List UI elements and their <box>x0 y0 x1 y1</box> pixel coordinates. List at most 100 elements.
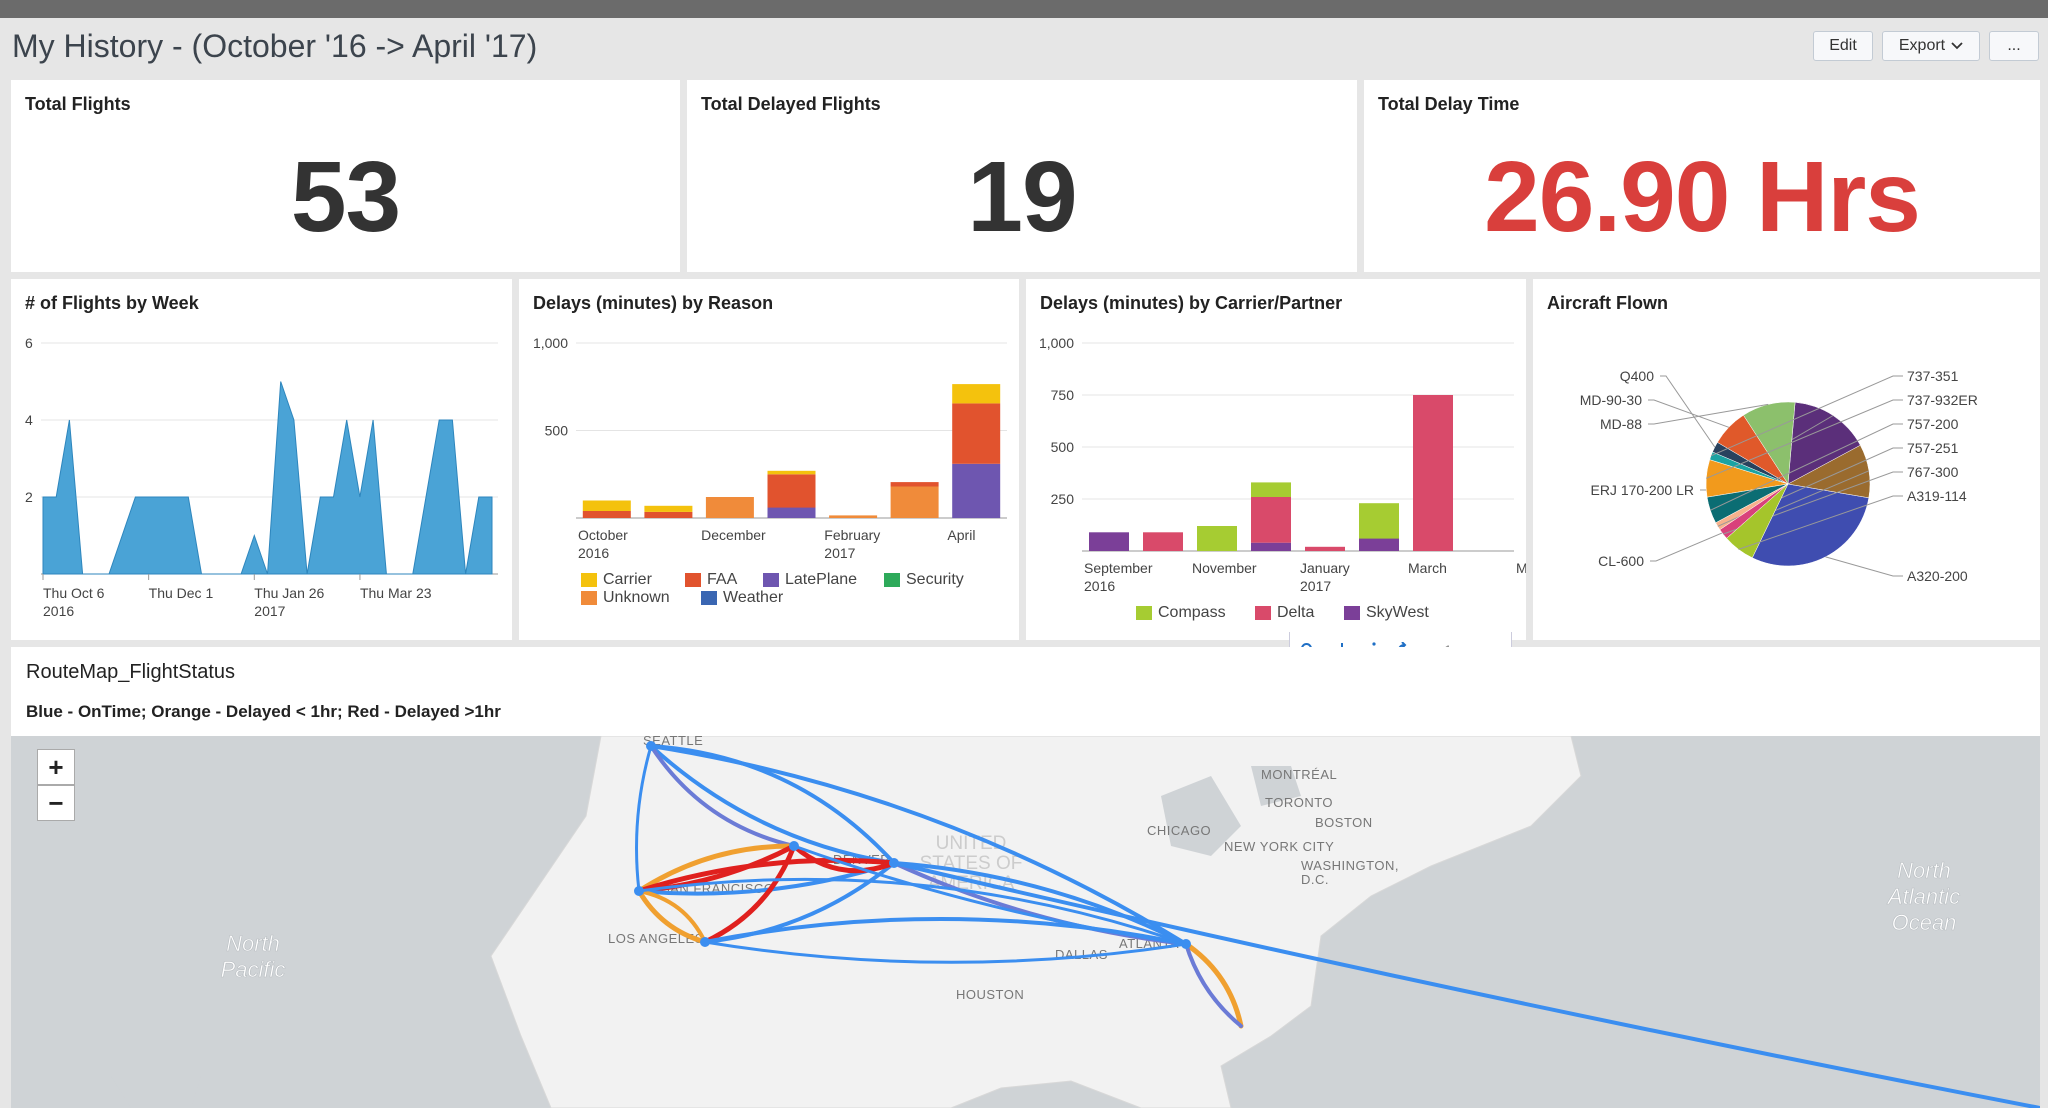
panel-aircraft-flown: Aircraft Flown A320-200 CL-600 ERJ 170-200… <box>1533 279 2040 640</box>
chevron-down-icon <box>1951 42 1963 50</box>
kpi-total-delayed-flights: Total Delayed Flights 19 <box>687 80 1357 272</box>
kpi-value: 26.90 Hrs <box>1484 141 1921 253</box>
legend-swatch <box>884 573 900 587</box>
x-tick-label: 2017 <box>824 545 855 561</box>
bar-segment <box>767 470 816 475</box>
dashboard-title: My History - (October '16 -> April '17) <box>12 28 538 64</box>
route-delayed-gt-1hr <box>702 843 797 945</box>
delays-by-carrier-chart: 1,000 750 500 250 September 2016 November Janua… <box>1039 335 1526 594</box>
legend-label: FAA <box>707 571 738 588</box>
legend-label: Compass <box>1158 604 1226 621</box>
pie-label: Q400 <box>1620 368 1654 384</box>
map-city-label: CHICAGO <box>1147 823 1211 838</box>
route-ontime <box>703 940 1188 964</box>
great-lakes <box>1161 776 1241 856</box>
panel-title: Delays (minutes) by Reason <box>533 293 774 313</box>
bar-segment <box>1413 395 1453 551</box>
bar-segment <box>829 515 878 518</box>
kpi-title: Total Flights <box>25 94 131 114</box>
legend-item[interactable]: LatePlane <box>763 571 857 589</box>
x-tick-label: October <box>578 527 628 543</box>
legend-item[interactable]: Delta <box>1255 604 1314 622</box>
map-ocean-label: Ocean <box>1892 910 1957 935</box>
map-city-label: TORONTO <box>1265 795 1333 810</box>
legend-label: Unknown <box>603 589 670 606</box>
edit-button[interactable]: Edit <box>1813 31 1873 61</box>
x-tick-label: April <box>947 527 975 543</box>
panel-title: Delays (minutes) by Carrier/Partner <box>1040 293 1343 313</box>
map-city-label: WASHINGTON, <box>1301 858 1399 873</box>
pie-label: 757-251 <box>1907 440 1959 456</box>
airport-marker <box>646 741 656 751</box>
pie-leader <box>1710 423 1903 511</box>
y-tick-label: 6 <box>25 335 33 351</box>
pie-label: MD-90-30 <box>1580 392 1642 408</box>
pie-label: 737-351 <box>1907 368 1959 384</box>
pie-leader <box>1738 495 1903 550</box>
bar-segment <box>582 511 631 518</box>
x-tick-label: Thu Dec 1 <box>149 585 214 601</box>
legend-label: Security <box>906 571 964 588</box>
bar-segment <box>1305 546 1345 551</box>
x-tick-label: 2017 <box>254 603 285 619</box>
kpi-value: 53 <box>290 141 401 253</box>
route-delayed-gt-1hr <box>636 857 897 894</box>
y-tick-label: 250 <box>1051 491 1075 507</box>
area-series <box>42 381 493 575</box>
y-tick-label: 2 <box>25 489 33 505</box>
x-tick-label: Thu Oct 6 <box>43 585 105 601</box>
pie-leader <box>1648 399 1729 428</box>
export-button[interactable]: Export <box>1882 31 1980 61</box>
legend-item[interactable]: Carrier <box>581 571 652 589</box>
legend-item[interactable]: FAA <box>685 571 737 589</box>
panel-title: RouteMap_FlightStatus <box>26 661 236 683</box>
route-delayed-lt-1hr <box>636 843 797 894</box>
pie-label: 757-200 <box>1907 416 1959 432</box>
legend-swatch <box>685 573 701 587</box>
pie-leader <box>1648 403 1769 425</box>
legend-item[interactable]: SkyWest <box>1344 604 1429 622</box>
aircraft-flown-pie: A320-200 CL-600 ERJ 170-200 LR MD-88 MD-90-3… <box>1580 368 1978 584</box>
pie-label: A320-200 <box>1907 568 1968 584</box>
zoom-in-button[interactable]: + <box>37 749 75 785</box>
x-tick-label: 2016 <box>1084 578 1115 594</box>
legend-item[interactable]: Security <box>884 571 964 589</box>
route-ontime <box>1184 942 1243 1028</box>
legend-item[interactable]: Unknown <box>581 589 670 607</box>
pie-leader <box>1825 556 1903 577</box>
route-ontime <box>649 744 896 865</box>
legend-swatch <box>581 573 597 587</box>
route-delayed-gt-1hr <box>791 843 897 874</box>
zoom-out-button[interactable]: − <box>37 785 75 821</box>
legend-item[interactable]: Compass <box>1136 604 1226 622</box>
map-subtitle: Blue - OnTime; Orange - Delayed < 1hr; R… <box>26 702 501 721</box>
y-tick-label: 1,000 <box>1039 335 1074 351</box>
legend-swatch <box>1255 606 1271 620</box>
map-city-label: MONTRÉAL <box>1261 767 1337 782</box>
airport-marker <box>1181 939 1191 949</box>
pie-leader <box>1706 399 1903 479</box>
legend-label: LatePlane <box>785 571 858 588</box>
legend-swatch <box>581 591 597 605</box>
pie-label: A319-114 <box>1907 488 1967 504</box>
airport-marker <box>634 886 644 896</box>
lake-huron <box>1251 766 1301 806</box>
pie-leader <box>1710 375 1903 457</box>
legend-item[interactable]: Weather <box>701 589 783 607</box>
legend-label: Weather <box>723 589 784 606</box>
route-ontime <box>635 744 653 893</box>
x-tick-label: November <box>1192 560 1257 576</box>
map-city-label: BOSTON <box>1315 815 1373 830</box>
legend-label: Carrier <box>603 571 652 588</box>
panel-title: Aircraft Flown <box>1547 293 1669 313</box>
pie-label: ERJ 170-200 LR <box>1590 482 1694 498</box>
map-ocean-label: Pacific <box>221 957 286 982</box>
route-ontime <box>649 744 1188 946</box>
bar-segment <box>952 384 1001 404</box>
bar-segment <box>1251 542 1291 551</box>
flights-by-week-chart: 6 4 2 Thu Oct 6 2016 Thu Dec 1 Thu Jan 26 2017 T… <box>25 335 498 619</box>
more-button[interactable]: ... <box>1989 31 2039 61</box>
map-city-label: D.C. <box>1301 872 1329 887</box>
map-city-label: LOS ANGELES <box>608 931 704 946</box>
